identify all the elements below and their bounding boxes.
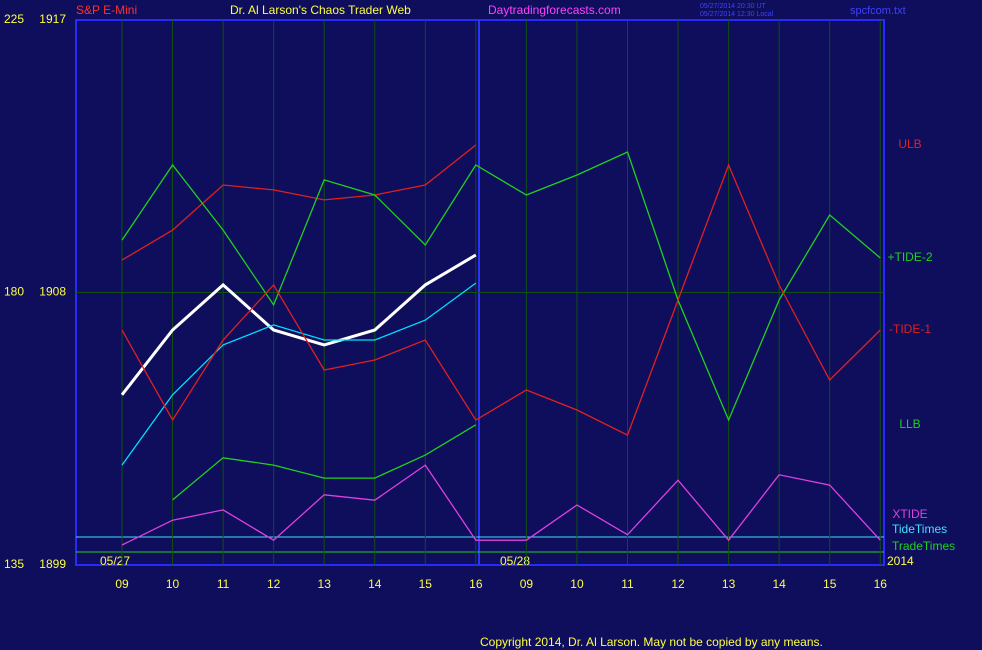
series-label: -TIDE-1	[889, 322, 931, 336]
series-label: XTIDE	[892, 507, 927, 521]
x-tick-label: 13	[318, 577, 332, 591]
series-label: LLB	[899, 417, 920, 431]
chart-title: Dr. Al Larson's Chaos Trader Web	[230, 3, 411, 17]
x-tick-label: 11	[621, 577, 634, 591]
instrument: S&P E-Mini	[76, 3, 137, 17]
date-label: 05/27	[100, 554, 130, 568]
x-tick-label: 15	[419, 577, 433, 591]
file-name: spcfcom.txt	[850, 5, 906, 17]
x-tick-label: 09	[115, 577, 129, 591]
x-tick-label: 14	[368, 577, 382, 591]
series-label: ULB	[898, 137, 921, 151]
marker-label: TradeTimes	[892, 539, 955, 553]
series-label: +TIDE-2	[887, 250, 932, 264]
marker-label: TideTimes	[892, 522, 947, 536]
site: Daytradingforecasts.com	[488, 3, 621, 17]
series-line	[121, 163, 881, 437]
y2-tick-label: 180	[4, 285, 24, 299]
timestamp-local: 05/27/2014 12:30 Local	[700, 11, 774, 18]
x-tick-label: 12	[267, 577, 281, 591]
y2-tick-label: 135	[4, 557, 24, 571]
date-label: 05/28	[500, 554, 530, 568]
x-tick-label: 11	[217, 577, 230, 591]
series-line	[121, 282, 477, 466]
x-tick-label: 10	[570, 577, 584, 591]
series-line	[121, 144, 477, 261]
x-tick-label: 13	[722, 577, 736, 591]
series-line	[121, 464, 881, 546]
x-tick-label: 09	[520, 577, 534, 591]
x-tick-label: 16	[874, 577, 888, 591]
x-tick-label: 15	[823, 577, 837, 591]
x-tick-label: 12	[671, 577, 685, 591]
y-tick-label: 1908	[39, 285, 66, 299]
x-tick-label: 14	[772, 577, 786, 591]
y2-tick-label: 225	[4, 12, 24, 26]
y-tick-label: 1899	[39, 557, 66, 571]
series-line	[120, 253, 477, 396]
y-tick-label: 1917	[39, 12, 66, 26]
x-tick-label: 16	[469, 577, 483, 591]
x-tick-label: 10	[166, 577, 180, 591]
copyright: Copyright 2014, Dr. Al Larson. May not b…	[480, 635, 823, 649]
series-line	[172, 424, 477, 501]
timestamp-ut: 05/27/2014 20:30 UT	[700, 3, 766, 10]
series-line	[121, 151, 881, 422]
year-label: 2014	[887, 554, 914, 568]
